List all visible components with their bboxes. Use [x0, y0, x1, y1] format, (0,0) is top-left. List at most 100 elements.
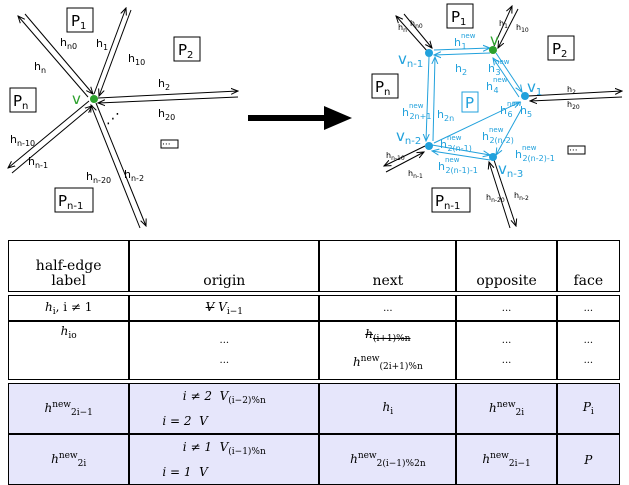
cell-next: hi	[319, 383, 457, 434]
right-vertex-labels: vn-1 v v1 vn-2 vn-3	[396, 31, 542, 180]
svg-text:Pn-1: Pn-1	[435, 192, 460, 212]
table-row: hnew2i i ≠ 1 V(i−1)%n i = 1 V hnew2(i−1)…	[8, 434, 620, 485]
svg-text:h2: h2	[567, 85, 576, 96]
cell-label: hnew2i−1	[8, 383, 130, 434]
cell-origin: i ≠ 2 V(i−2)%n i = 2 V	[129, 383, 320, 434]
left-ellipsis-text: ···	[162, 140, 171, 150]
right-ellipsis-text: ···	[569, 146, 578, 156]
right-face-labels: P1 P2 Pn Pn-1 P	[371, 3, 575, 213]
header-opposite: opposite	[456, 240, 557, 292]
left-dots: ⋰	[106, 111, 120, 127]
svg-text:Pn: Pn	[13, 92, 28, 112]
edge-hn0	[24, 13, 93, 94]
header-origin: origin	[129, 240, 320, 292]
svg-text:vn-1: vn-1	[398, 50, 423, 70]
svg-text:hn-20: hn-20	[86, 170, 111, 185]
svg-text:h10: h10	[128, 52, 145, 67]
header-next: next	[319, 240, 457, 292]
edge-hn	[18, 16, 89, 98]
left-star-graph	[8, 8, 239, 229]
cell-label: hnew2i	[8, 434, 130, 485]
edge-hn-20	[91, 105, 141, 229]
cell-label: hi, i ≠ 1	[8, 295, 130, 321]
right-ellipsis-box	[567, 145, 586, 155]
svg-text:hnew2(n-1): hnew 2(n-1)	[440, 134, 472, 153]
cell-next: h(i+1)%n hnew(2i+1)%n	[319, 321, 457, 380]
transformation-diagram: v P1 P2 Pn Pn-1 hn hn0 h1 h10 h2 h20 hn-…	[0, 3, 629, 229]
svg-text:h1: h1	[96, 37, 108, 52]
svg-text:v: v	[490, 31, 499, 49]
svg-text:h1: h1	[499, 19, 508, 30]
svg-text:hn-2: hn-2	[514, 191, 529, 202]
edge-hn-2	[95, 102, 146, 226]
cell-face: P	[556, 434, 620, 485]
right-vertices	[425, 46, 529, 161]
svg-text:h2n: h2n	[437, 108, 454, 123]
svg-text:P1: P1	[451, 8, 466, 28]
svg-text:hn-10: hn-10	[386, 151, 405, 162]
svg-text:h20: h20	[567, 100, 580, 111]
cell-origin: ......	[129, 321, 320, 380]
svg-text:P1: P1	[71, 12, 86, 32]
svg-text:hnew2(n-2)-1: hnew 2(n-2)-1	[515, 144, 555, 163]
svg-text:hnew2(n-1)-1: hnew 2(n-1)-1	[438, 156, 478, 175]
cell-opposite: hnew2i	[456, 383, 557, 434]
table-header-row: half-edge label origin next opposite fac…	[8, 240, 620, 292]
table-row: hi, i ≠ 1 V Vi−1 ... ... ...	[8, 295, 620, 321]
svg-text:v1: v1	[527, 78, 542, 98]
svg-text:h5: h5	[520, 104, 532, 119]
cell-face: ......	[556, 321, 620, 380]
svg-text:hn: hn	[398, 23, 407, 34]
cell-opposite: ......	[456, 321, 557, 380]
cell-origin: i ≠ 1 V(i−1)%n i = 1 V	[129, 434, 320, 485]
edge-h10	[99, 9, 132, 96]
svg-text:hnew2(n-2): hnew 2(n-2)	[482, 126, 514, 145]
cell-face: ...	[556, 295, 620, 321]
header-face: face	[556, 240, 620, 292]
transformation-arrow	[248, 106, 352, 130]
svg-text:vn-3: vn-3	[498, 160, 523, 180]
edge-h2	[97, 91, 238, 99]
table-row: hio ...... h(i+1)%n hnew(2i+1)%n ...... …	[8, 321, 620, 380]
edge-hn-10	[11, 106, 92, 174]
cell-next: hnew2(i−1)%2n	[319, 434, 457, 485]
cell-opposite: hnew2i−1	[456, 434, 557, 485]
right-star-black-edges	[384, 6, 622, 229]
edge-hn-1	[8, 100, 90, 168]
svg-text:hn-2: hn-2	[124, 168, 144, 183]
edge-h1	[93, 8, 126, 95]
svg-text:Pn: Pn	[375, 78, 390, 98]
svg-text:hn-20: hn-20	[486, 193, 505, 204]
svg-text:h2: h2	[455, 62, 467, 77]
svg-text:h10: h10	[516, 23, 529, 34]
svg-text:h2: h2	[158, 77, 170, 92]
svg-text:P2: P2	[552, 40, 567, 60]
svg-text:hn-1: hn-1	[408, 169, 423, 180]
cell-next: ...	[319, 295, 457, 321]
svg-text:hn0: hn0	[60, 36, 77, 51]
cell-label: hio	[8, 321, 130, 380]
svg-text:Pn-1: Pn-1	[58, 192, 83, 212]
svg-text:hn-1: hn-1	[28, 155, 48, 170]
half-edge-table: half-edge label origin next opposite fac…	[8, 240, 620, 485]
svg-text:vn-2: vn-2	[396, 127, 421, 147]
left-vertex-label: v	[72, 90, 81, 108]
header-label: half-edge label	[8, 240, 130, 292]
svg-text:P: P	[465, 94, 474, 112]
svg-text:hn: hn	[34, 60, 46, 75]
left-vertex-v	[90, 95, 98, 103]
table-row: hnew2i−1 i ≠ 2 V(i−2)%n i = 2 V hi hnew2…	[8, 383, 620, 434]
left-face-labels: P1 P2 Pn Pn-1	[9, 7, 201, 213]
svg-text:hn0: hn0	[410, 19, 423, 30]
right-star-cyan-edges	[426, 48, 522, 161]
cell-opposite: ...	[456, 295, 557, 321]
edge-h20	[98, 96, 239, 103]
svg-text:h20: h20	[158, 107, 175, 122]
svg-text:P2: P2	[178, 41, 193, 61]
svg-text:hn-10: hn-10	[10, 133, 35, 148]
cell-face: Pi	[556, 383, 620, 434]
left-ellipsis-box	[160, 139, 179, 149]
